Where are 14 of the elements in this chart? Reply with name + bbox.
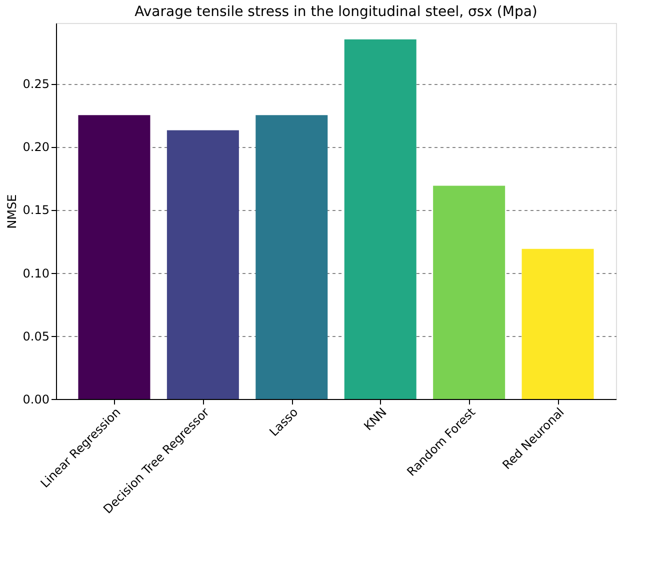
y-tick-label: 0.15 <box>22 203 50 218</box>
bar <box>522 248 594 399</box>
bar <box>166 130 239 399</box>
bar <box>344 39 416 399</box>
y-tick-label: 0.05 <box>22 329 50 344</box>
chart-title: Avarage tensile stress in the longitudinal steel, σsx (Mpa) <box>134 4 538 20</box>
y-tick-label: 0.20 <box>22 140 50 154</box>
y-tick-label: 0.00 <box>22 392 50 406</box>
bar <box>433 186 506 399</box>
y-tick-label: 0.25 <box>22 77 50 92</box>
y-tick-label: 0.10 <box>22 266 50 280</box>
y-axis-title: NMSE <box>4 194 19 229</box>
bar <box>78 115 150 399</box>
bar <box>256 115 328 399</box>
